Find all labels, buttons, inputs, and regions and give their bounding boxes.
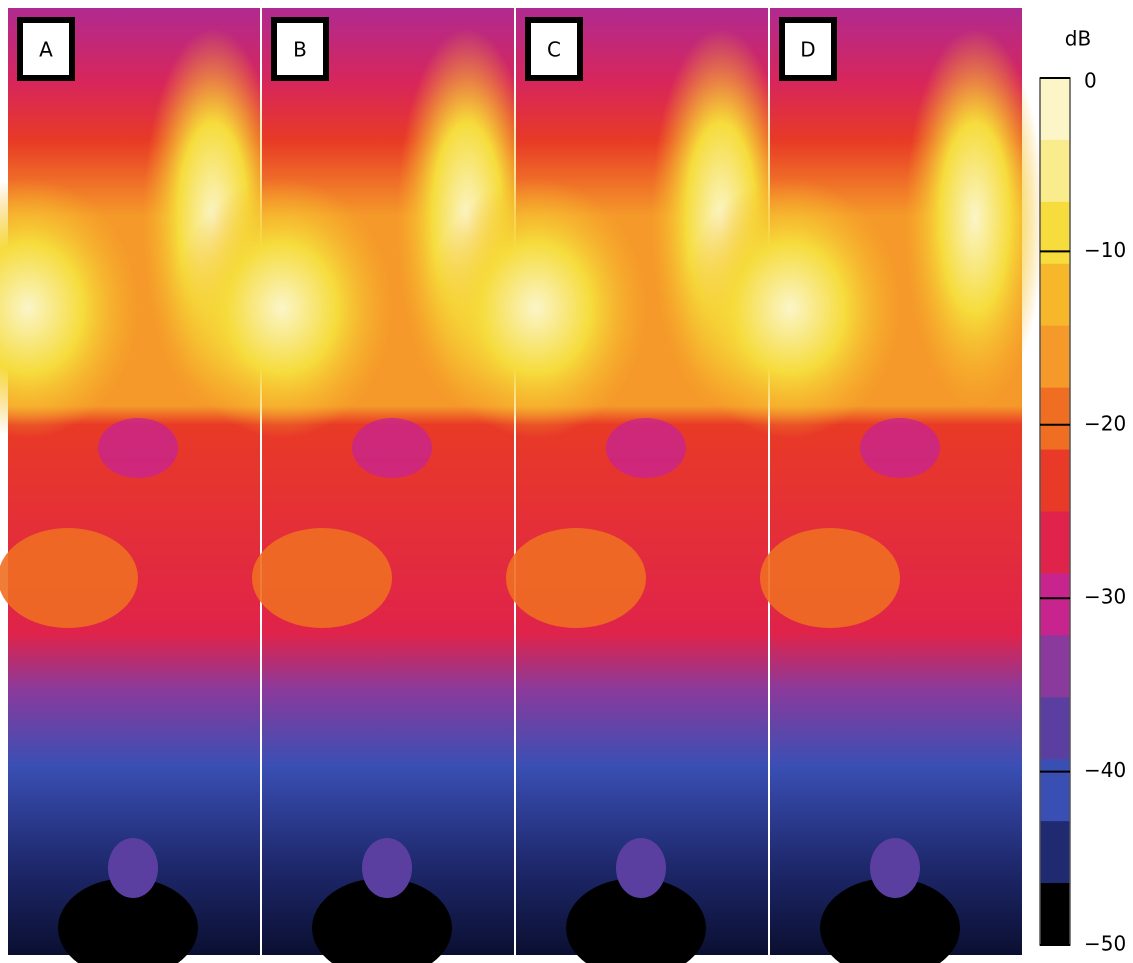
colorbar: 0 −10 −20 −30 −40 −50 (1039, 69, 1126, 956)
colorbar-band (1040, 263, 1070, 327)
colorbar-band (1040, 821, 1070, 884)
colorbar-band (1040, 139, 1070, 203)
colorbar-tick-label: −20 (1084, 411, 1126, 435)
colorbar-tick-label: −10 (1084, 238, 1126, 262)
colorbar-band (1040, 78, 1070, 141)
colorbar-band (1040, 573, 1070, 636)
label-box (779, 17, 837, 81)
colorbar-band (1040, 635, 1070, 698)
colorbar-tick-label: −30 (1084, 585, 1126, 609)
colorbar-tick-label: −50 (1084, 932, 1126, 956)
heatmap-field (0, 8, 283, 963)
colorbar-band (1040, 511, 1070, 574)
colorbar-tick-label: −40 (1084, 758, 1126, 782)
panel-label: B (293, 38, 307, 62)
colorbar-band (1040, 325, 1070, 389)
panel-label: C (547, 38, 561, 62)
heatmap-panel: C (426, 8, 791, 963)
label-box (17, 17, 75, 81)
panels: A B C D (0, 8, 1045, 963)
label-box (525, 17, 583, 81)
heatmap-panel: A (0, 8, 283, 963)
panel-label: D (800, 38, 815, 62)
colorbar-label: dB (1065, 27, 1091, 51)
colorbar-band (1040, 883, 1070, 946)
panel-label: A (39, 38, 53, 62)
colorbar-band (1040, 449, 1070, 512)
heatmap-panel: D (680, 8, 1045, 963)
colorbar-band (1040, 201, 1070, 265)
colorbar-band (1040, 697, 1070, 760)
label-box (271, 17, 329, 81)
colorbar-tick-label: 0 (1084, 69, 1097, 93)
heatmap-panel: B (172, 8, 537, 963)
colorbar-band (1040, 387, 1070, 451)
colorbar-band (1040, 759, 1070, 822)
